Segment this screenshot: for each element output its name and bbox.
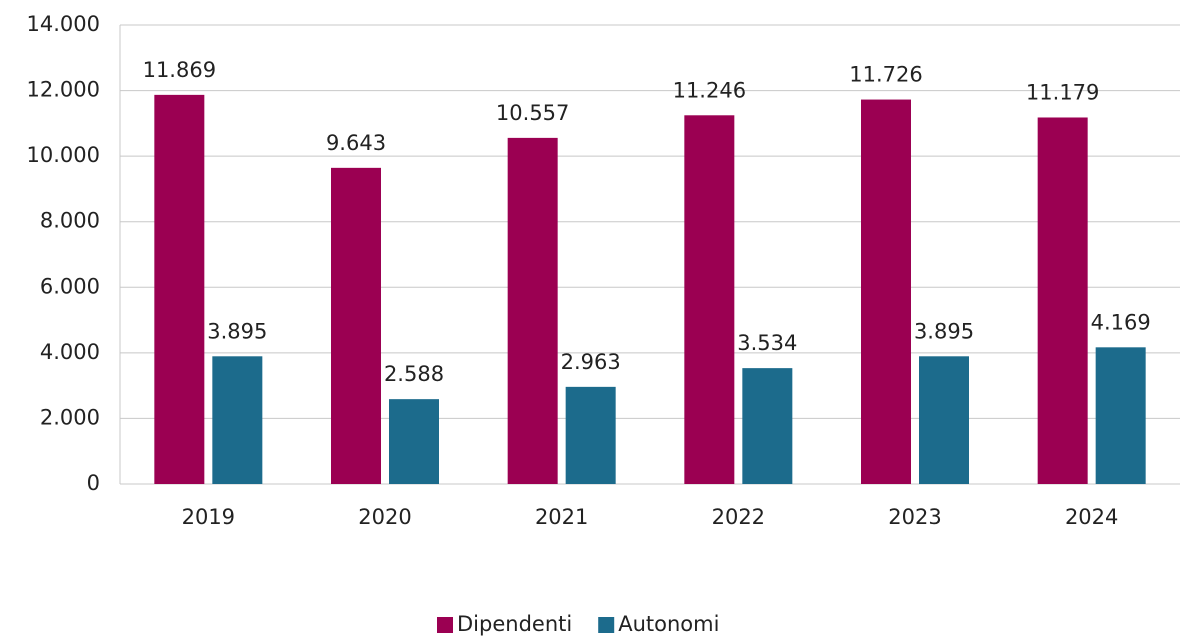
data-label: 11.726 bbox=[849, 63, 922, 87]
x-tick-label: 2023 bbox=[888, 505, 941, 529]
bar bbox=[507, 137, 558, 484]
y-tick-label: 6.000 bbox=[40, 274, 100, 298]
bar bbox=[154, 94, 205, 484]
x-tick-label: 2020 bbox=[358, 505, 411, 529]
y-tick-label: 0 bbox=[87, 471, 100, 495]
legend-label: Dipendenti bbox=[457, 612, 572, 636]
bar bbox=[861, 99, 911, 484]
legend-swatch bbox=[598, 617, 615, 633]
data-label: 11.179 bbox=[1026, 80, 1099, 104]
data-label: 3.895 bbox=[914, 319, 974, 343]
data-label: 10.557 bbox=[496, 101, 569, 125]
y-tick-label: 4.000 bbox=[40, 340, 100, 364]
data-label: 2.588 bbox=[384, 362, 444, 386]
legend-label: Autonomi bbox=[618, 612, 719, 636]
y-tick-label: 8.000 bbox=[40, 209, 100, 233]
x-tick-label: 2021 bbox=[535, 505, 588, 529]
y-tick-label: 10.000 bbox=[27, 143, 100, 167]
bar bbox=[212, 356, 263, 484]
data-label: 3.895 bbox=[207, 319, 267, 343]
legend-swatch bbox=[437, 617, 453, 633]
data-label: 11.246 bbox=[673, 78, 746, 102]
bar bbox=[1095, 347, 1146, 484]
y-tick-label: 12.000 bbox=[27, 78, 100, 102]
bar bbox=[389, 399, 439, 484]
bar bbox=[1037, 117, 1088, 485]
bar bbox=[684, 115, 735, 484]
bar bbox=[565, 386, 616, 484]
bar bbox=[919, 356, 969, 484]
bar bbox=[742, 368, 793, 484]
y-tick-label: 2.000 bbox=[40, 405, 100, 429]
x-tick-label: 2019 bbox=[182, 505, 235, 529]
x-tick-label: 2024 bbox=[1065, 505, 1118, 529]
bar bbox=[331, 167, 381, 484]
data-label: 9.643 bbox=[326, 131, 386, 155]
data-label: 2.963 bbox=[561, 350, 621, 374]
data-label: 11.869 bbox=[143, 58, 216, 82]
data-label: 4.169 bbox=[1091, 310, 1151, 334]
y-tick-label: 14.000 bbox=[27, 12, 100, 36]
data-label: 3.534 bbox=[737, 331, 797, 355]
x-tick-label: 2022 bbox=[712, 505, 765, 529]
